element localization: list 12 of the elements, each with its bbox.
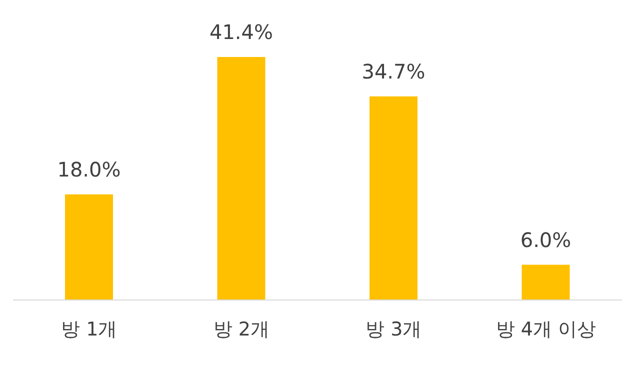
bar: [217, 57, 266, 300]
x-tick-label: 방 2개: [213, 318, 270, 340]
bar: [370, 96, 418, 300]
x-tick-label: 방 4개 이상: [496, 318, 596, 340]
bar: [65, 194, 113, 300]
data-label: 6.0%: [520, 228, 572, 252]
data-label: 41.4%: [209, 20, 274, 44]
data-label: 34.7%: [362, 59, 426, 84]
bar: [522, 264, 570, 300]
x-tick-label: 방 3개: [366, 318, 422, 340]
data-label: 18.0%: [57, 157, 121, 182]
x-tick-label: 방 1개: [61, 318, 118, 340]
